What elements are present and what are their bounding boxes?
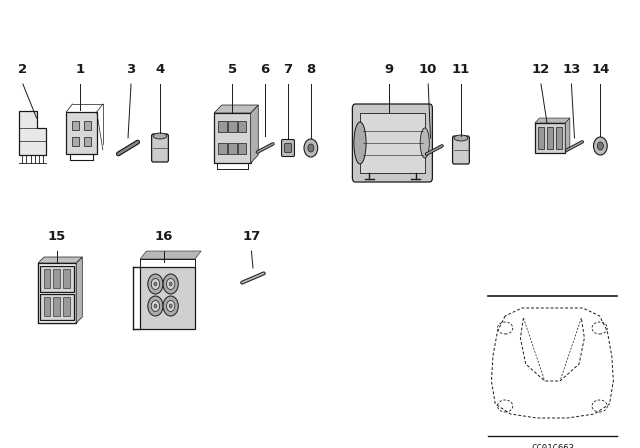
Text: 6: 6 bbox=[260, 63, 270, 76]
Bar bbox=[63, 297, 70, 316]
FancyBboxPatch shape bbox=[282, 139, 294, 156]
FancyBboxPatch shape bbox=[452, 136, 469, 164]
Bar bbox=[72, 121, 79, 129]
Bar bbox=[547, 127, 553, 149]
Polygon shape bbox=[19, 111, 47, 155]
Bar bbox=[54, 297, 60, 316]
Text: 14: 14 bbox=[591, 63, 609, 76]
Circle shape bbox=[166, 279, 175, 289]
Bar bbox=[218, 143, 227, 154]
Circle shape bbox=[593, 137, 607, 155]
Circle shape bbox=[597, 142, 604, 150]
Text: 12: 12 bbox=[532, 63, 550, 76]
Bar bbox=[238, 143, 246, 154]
Ellipse shape bbox=[153, 133, 167, 139]
Bar bbox=[228, 121, 237, 132]
FancyBboxPatch shape bbox=[285, 143, 291, 152]
Circle shape bbox=[154, 304, 157, 308]
Text: 10: 10 bbox=[419, 63, 437, 76]
Bar bbox=[228, 143, 237, 154]
Bar bbox=[556, 127, 563, 149]
Text: 8: 8 bbox=[306, 63, 316, 76]
Bar bbox=[44, 269, 51, 288]
Circle shape bbox=[163, 274, 179, 294]
Text: 2: 2 bbox=[19, 63, 28, 76]
Text: 11: 11 bbox=[452, 63, 470, 76]
Text: 3: 3 bbox=[127, 63, 136, 76]
Ellipse shape bbox=[497, 322, 513, 334]
Circle shape bbox=[148, 296, 163, 316]
FancyBboxPatch shape bbox=[353, 104, 433, 182]
Ellipse shape bbox=[454, 135, 468, 141]
Bar bbox=[40, 266, 74, 292]
Text: CC01C663: CC01C663 bbox=[531, 444, 574, 448]
FancyBboxPatch shape bbox=[152, 134, 168, 162]
Text: 15: 15 bbox=[48, 230, 67, 243]
Bar bbox=[72, 137, 79, 146]
Bar bbox=[214, 113, 251, 163]
Circle shape bbox=[163, 296, 179, 316]
Polygon shape bbox=[140, 251, 201, 259]
Bar bbox=[63, 269, 70, 288]
Polygon shape bbox=[214, 105, 259, 113]
Bar bbox=[140, 267, 195, 329]
Text: 17: 17 bbox=[243, 230, 260, 243]
Polygon shape bbox=[251, 105, 259, 163]
Polygon shape bbox=[76, 257, 83, 323]
Circle shape bbox=[151, 301, 159, 311]
Ellipse shape bbox=[354, 122, 366, 164]
Circle shape bbox=[169, 282, 172, 286]
Bar bbox=[67, 112, 97, 154]
Text: 5: 5 bbox=[228, 63, 237, 76]
Bar bbox=[44, 297, 51, 316]
Text: 9: 9 bbox=[384, 63, 393, 76]
Circle shape bbox=[151, 279, 159, 289]
Text: 7: 7 bbox=[284, 63, 292, 76]
Circle shape bbox=[166, 301, 175, 311]
Polygon shape bbox=[535, 118, 570, 123]
Bar bbox=[84, 137, 91, 146]
Bar bbox=[535, 123, 565, 153]
Polygon shape bbox=[38, 257, 83, 263]
Bar bbox=[54, 269, 60, 288]
Bar bbox=[40, 294, 74, 320]
Bar bbox=[538, 127, 544, 149]
Ellipse shape bbox=[592, 322, 607, 334]
Bar bbox=[38, 263, 76, 323]
Circle shape bbox=[308, 144, 314, 152]
Bar bbox=[84, 121, 91, 129]
Circle shape bbox=[148, 274, 163, 294]
Text: 4: 4 bbox=[156, 63, 164, 76]
Circle shape bbox=[169, 304, 172, 308]
Bar bbox=[360, 113, 425, 173]
Text: 1: 1 bbox=[76, 63, 84, 76]
Bar bbox=[218, 121, 227, 132]
Circle shape bbox=[154, 282, 157, 286]
Ellipse shape bbox=[592, 400, 607, 412]
Ellipse shape bbox=[497, 400, 513, 412]
Bar bbox=[238, 121, 246, 132]
Text: 16: 16 bbox=[155, 230, 173, 243]
Circle shape bbox=[304, 139, 317, 157]
Polygon shape bbox=[565, 118, 570, 153]
Ellipse shape bbox=[420, 128, 429, 158]
Text: 13: 13 bbox=[563, 63, 580, 76]
